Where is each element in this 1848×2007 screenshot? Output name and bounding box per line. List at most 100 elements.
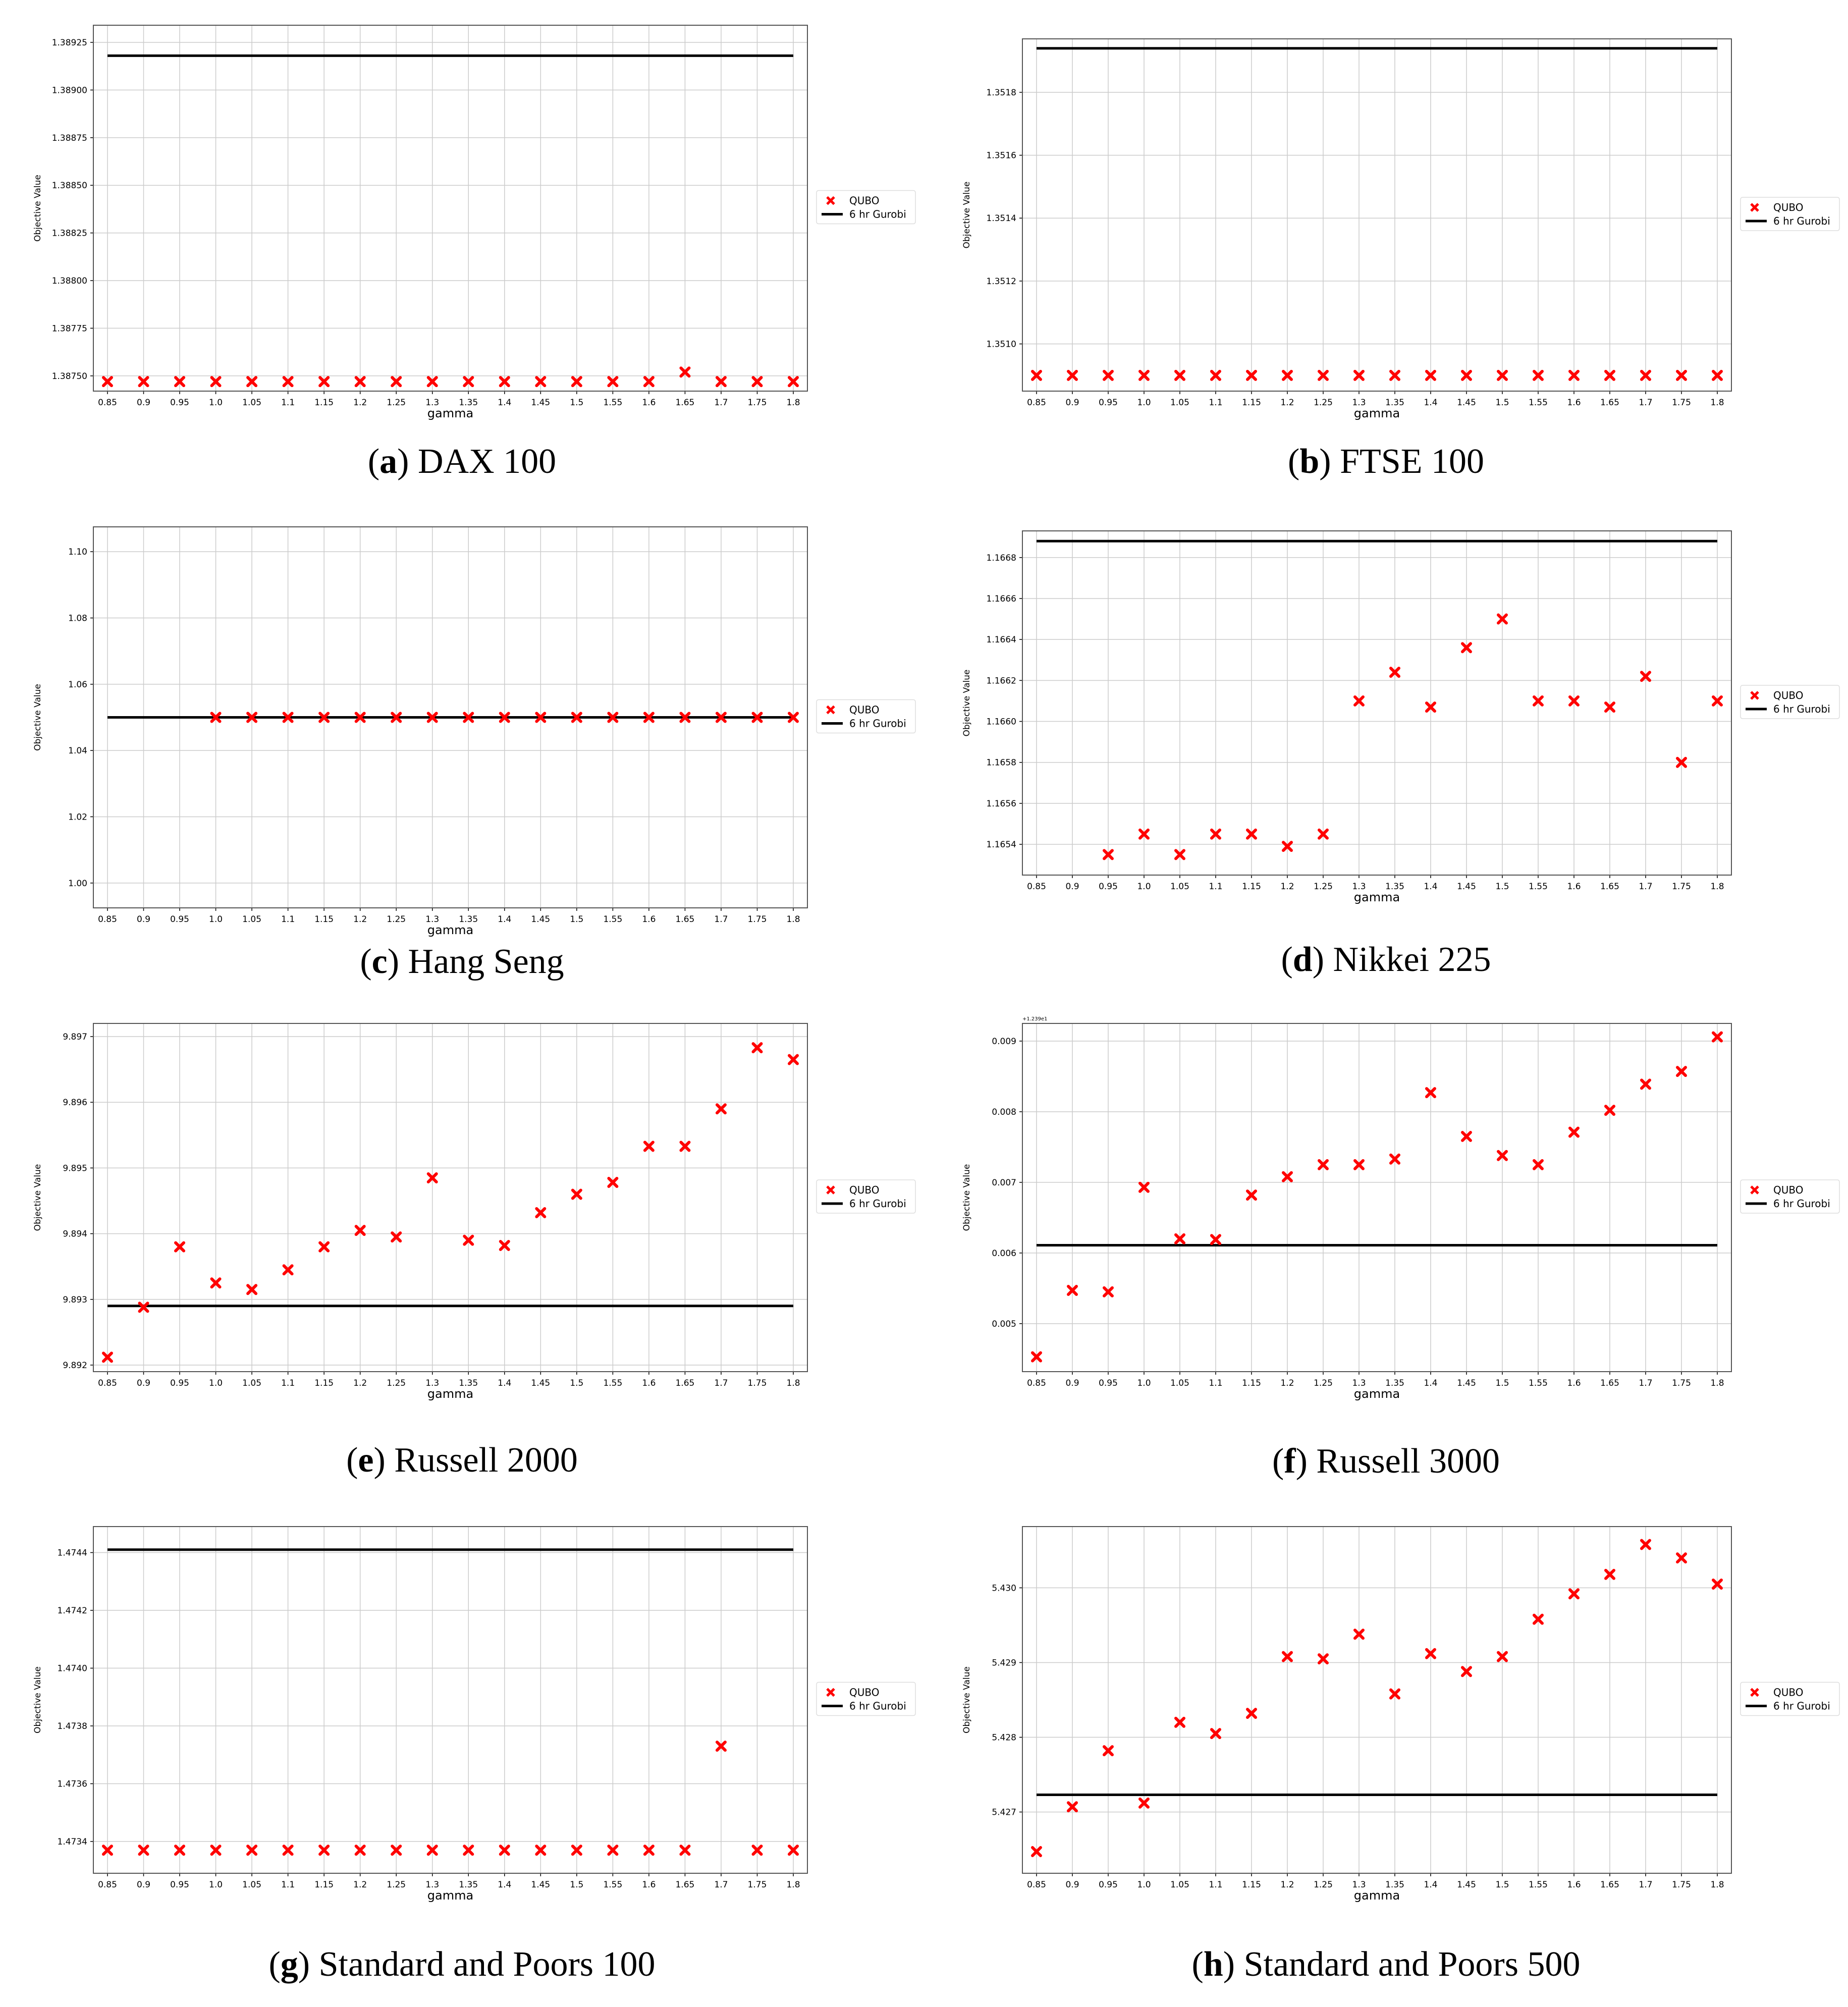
qubo-point <box>1138 828 1150 840</box>
qubo-point <box>318 712 330 723</box>
y-tick-label: 1.1662 <box>987 676 1016 686</box>
caption-e: (e) Russell 2000 <box>346 1441 578 1480</box>
qubo-point <box>1031 1351 1042 1363</box>
qubo-point <box>282 1845 294 1856</box>
x-tick-label: 1.0 <box>209 398 223 408</box>
qubo-point <box>1174 369 1185 381</box>
x-tick-label: 1.1 <box>1209 882 1222 892</box>
x-tick-label: 0.85 <box>98 914 117 925</box>
chart-svg: 0.85 0.9 0.95 1.0 1.05 1.1 1.15 1.2 1.25 1.3 1.35 1… <box>33 1023 916 1401</box>
qubo-point <box>1174 849 1185 860</box>
qubo-point <box>1389 1688 1400 1700</box>
x-tick-label: 1.55 <box>603 398 622 408</box>
x-tick-label: 1.15 <box>314 1378 334 1388</box>
y-axis-label: Objective Value <box>962 1666 972 1733</box>
x-tick-label: 1.25 <box>387 1880 406 1890</box>
legend-qubo-label: QUBO <box>1773 689 1804 701</box>
y-tick-label: 5.429 <box>992 1658 1016 1668</box>
qubo-point <box>210 1845 222 1856</box>
plot-frame <box>93 25 808 392</box>
x-axis-label: gamma <box>427 406 473 420</box>
qubo-point <box>607 1845 619 1856</box>
qubo-point <box>499 1845 510 1856</box>
qubo-point <box>426 1845 438 1856</box>
x-tick-label: 1.55 <box>603 1880 622 1890</box>
x-tick-label: 1.7 <box>714 914 728 925</box>
x-axis-label: gamma <box>427 1387 473 1401</box>
caption-f: (f) Russell 3000 <box>1272 1442 1500 1481</box>
x-tick-label: 1.65 <box>675 914 694 925</box>
qubo-point <box>751 376 763 388</box>
qubo-point <box>1533 369 1544 381</box>
panel-e: 0.85 0.9 0.95 1.0 1.05 1.1 1.15 1.2 1.25 1.3 1.35 1… <box>0 1003 924 1505</box>
x-tick-label: 1.05 <box>242 1378 261 1388</box>
x-tick-label: 1.75 <box>748 914 767 925</box>
x-tick-label: 1.1 <box>281 398 295 408</box>
y-tick-label: 9.896 <box>63 1098 87 1108</box>
qubo-point <box>1174 1233 1185 1244</box>
qubo-point <box>391 1845 402 1856</box>
y-tick-label: 1.38925 <box>52 38 87 48</box>
caption-letter: g <box>280 1945 298 1984</box>
x-axis-label: gamma <box>427 1888 473 1903</box>
x-axis-label: gamma <box>1354 1387 1400 1401</box>
x-tick-label: 1.1 <box>1209 1378 1222 1388</box>
y-tick-label: 1.4736 <box>58 1779 87 1789</box>
caption-a: (a) DAX 100 <box>367 442 557 481</box>
qubo-point <box>1425 1087 1436 1099</box>
x-tick-label: 0.9 <box>1065 1378 1079 1388</box>
qubo-point <box>1067 369 1078 381</box>
x-tick-label: 0.95 <box>170 398 189 408</box>
x-tick-label: 1.2 <box>353 1378 367 1388</box>
x-tick-label: 1.25 <box>1314 1880 1333 1890</box>
x-tick-label: 1.6 <box>642 1880 656 1890</box>
qubo-point <box>571 1188 582 1200</box>
x-tick-label: 0.95 <box>1099 1880 1118 1890</box>
x-tick-label: 0.95 <box>1099 1378 1118 1388</box>
x-tick-label: 1.5 <box>1495 1880 1509 1890</box>
chart-svg: 0.85 0.9 0.95 1.0 1.05 1.1 1.15 1.2 1.25 1.3 1.35 1… <box>962 1526 1840 1903</box>
x-tick-label: 0.85 <box>1027 882 1046 892</box>
legend-qubo-marker <box>826 1688 835 1697</box>
legend-qubo-label: QUBO <box>1773 1184 1804 1196</box>
qubo-point <box>607 712 619 723</box>
qubo-point <box>282 1264 294 1276</box>
x-tick-label: 1.0 <box>209 914 223 925</box>
y-tick-label: 1.38750 <box>52 371 87 382</box>
y-tick-label: 9.893 <box>63 1295 87 1305</box>
qubo-point <box>715 712 727 723</box>
y-tick-label: 1.3514 <box>987 213 1016 224</box>
x-tick-label: 1.25 <box>1314 398 1333 408</box>
x-tick-label: 1.6 <box>1567 1378 1581 1388</box>
qubo-point <box>1318 828 1329 840</box>
qubo-point <box>1103 849 1114 860</box>
panel-g: 0.85 0.9 0.95 1.0 1.05 1.1 1.15 1.2 1.25 1.3 1.35 1… <box>0 1505 924 2006</box>
qubo-point <box>1712 1031 1723 1043</box>
qubo-point <box>1568 1126 1580 1138</box>
x-tick-label: 1.4 <box>1424 882 1437 892</box>
x-tick-label: 1.3 <box>1352 398 1366 408</box>
qubo-point <box>102 1351 113 1363</box>
x-tick-label: 1.1 <box>1209 398 1222 408</box>
x-tick-label: 1.15 <box>1242 882 1261 892</box>
qubo-point <box>535 1845 547 1856</box>
qubo-point <box>463 376 474 388</box>
y-tick-label: 1.10 <box>68 547 87 557</box>
x-tick-label: 1.25 <box>387 1378 406 1388</box>
qubo-point <box>751 1845 763 1856</box>
x-tick-label: 1.05 <box>1170 1378 1189 1388</box>
x-tick-label: 1.05 <box>1170 398 1189 408</box>
qubo-point <box>1031 369 1042 381</box>
caption-title: Russell 3000 <box>1316 1442 1500 1481</box>
qubo-point <box>282 712 294 723</box>
x-tick-label: 1.1 <box>281 1378 295 1388</box>
x-tick-label: 1.3 <box>425 398 439 408</box>
x-tick-label: 1.1 <box>281 914 295 925</box>
x-tick-label: 0.95 <box>1099 882 1118 892</box>
x-tick-label: 1.8 <box>786 398 800 408</box>
x-tick-label: 0.85 <box>1027 1378 1046 1388</box>
qubo-point <box>210 1277 222 1289</box>
x-tick-label: 0.95 <box>1099 398 1118 408</box>
x-tick-label: 1.55 <box>603 1378 622 1388</box>
